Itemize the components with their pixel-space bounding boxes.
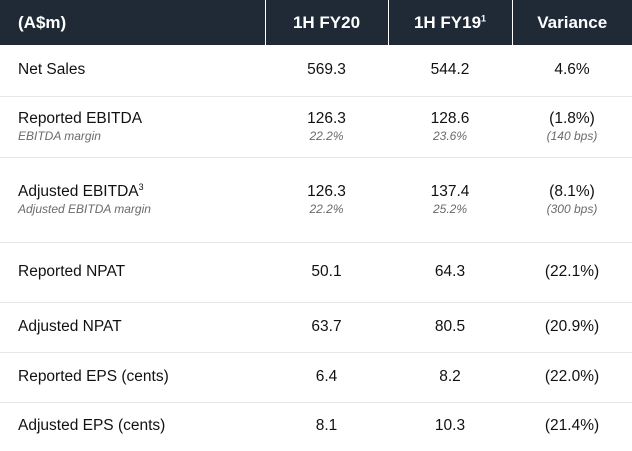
row-label-cell: Adjusted EBITDA3 Adjusted EBITDA margin [0,157,265,242]
cell-fy19-sub: 25.2% [432,202,468,216]
cell-fy20: 126.3 [307,183,346,200]
row-label: Reported EPS (cents) [18,368,169,385]
header-1h-fy19: 1H FY191 [387,0,512,45]
row-label: Adjusted EPS (cents) [18,417,166,435]
cell-variance: (22.0%) [544,368,600,385]
row-label: Reported EBITDA [18,110,143,127]
cell-variance: (22.1%) [544,263,600,280]
cell-fy20: 569.3 [307,61,346,79]
cell-fy19-cell: 128.6 23.6% [388,96,512,157]
row-label: Reported NPAT [18,263,126,280]
table-row: Adjusted NPAT 63.7 80.5 (20.9%) [0,302,632,352]
row-label-wrap: Adjusted EBITDA3 [18,181,265,201]
cell-fy19-cell: 137.4 25.2% [388,157,512,242]
table-row: Adjusted EPS (cents) 8.1 10.3 (21.4%) [0,402,632,450]
cell-fy20: 6.4 [315,368,338,385]
cell-fy20: 50.1 [311,263,342,280]
cell-variance-sub: (300 bps) [546,202,598,216]
cell-variance-cell: (8.1%) (300 bps) [512,157,632,242]
cell-fy19-sub: 23.6% [432,129,468,143]
cell-variance-sub: (140 bps) [546,129,598,143]
cell-fy19: 137.4 [430,183,470,200]
header-1h-fy20: 1H FY20 [264,0,388,45]
cell-variance: 4.6% [554,61,590,79]
cell-fy20-cell: 126.3 22.2% [265,96,388,157]
cell-variance: (8.1%) [549,183,595,200]
cell-variance: (21.4%) [544,417,600,435]
table-row: Net Sales 569.3 544.2 4.6% [0,45,632,96]
cell-fy19: 10.3 [434,417,466,435]
row-sublabel: Adjusted EBITDA margin [18,202,151,216]
cell-fy20: 63.7 [311,318,342,335]
header-currency: (A$m) [18,12,67,32]
cell-variance-cell: (1.8%) (140 bps) [512,96,632,157]
cell-fy20-sub: 22.2% [309,129,344,143]
cell-variance: (20.9%) [544,318,600,335]
table-row: Reported EBITDA EBITDA margin 126.3 22.2… [0,96,632,157]
cell-fy20-cell: 126.3 22.2% [265,157,388,242]
header-variance: Variance [511,0,632,45]
header-1h-fy19-label: 1H FY19 [413,12,482,32]
row-label: Adjusted EBITDA [18,183,139,200]
cell-fy19: 128.6 [430,110,470,127]
header-footnote-1: 1 [481,12,487,23]
cell-fy20: 126.3 [307,110,346,127]
footnote-3: 3 [138,181,144,192]
table-row: Reported NPAT 50.1 64.3 (22.1%) [0,242,632,302]
header-row: (A$m) 1H FY20 1H FY191 Variance [0,0,632,45]
cell-fy20: 8.1 [315,417,338,435]
cell-fy19: 64.3 [434,263,466,280]
row-label: Net Sales [18,61,86,79]
cell-fy19: 544.2 [430,61,470,79]
cell-fy20-sub: 22.2% [309,202,344,216]
table-row: Reported EPS (cents) 6.4 8.2 (22.0%) [0,352,632,402]
cell-fy19: 80.5 [434,318,466,335]
row-sublabel: EBITDA margin [18,129,101,143]
row-label-cell: Reported EBITDA EBITDA margin [0,96,265,157]
cell-fy19: 8.2 [439,368,461,385]
table-row: Adjusted EBITDA3 Adjusted EBITDA margin … [0,157,632,242]
row-label: Adjusted NPAT [18,318,122,335]
cell-variance: (1.8%) [549,110,595,127]
